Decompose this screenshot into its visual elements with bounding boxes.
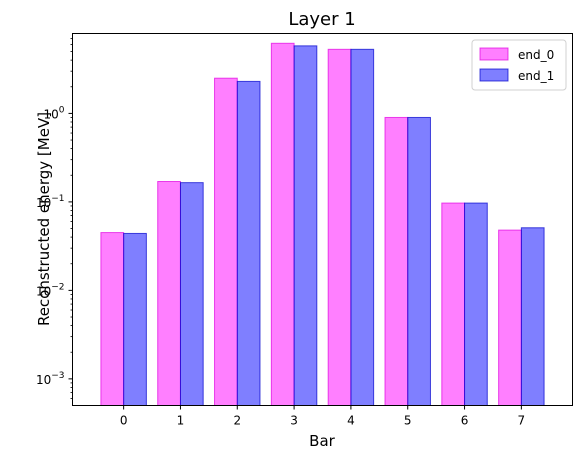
x-tick-label-5: 5 [404, 414, 412, 428]
bars-group [100, 42, 545, 407]
x-tick-label-0: 0 [120, 414, 128, 428]
plot-frame [72, 33, 573, 406]
bar-end_0-1 [157, 181, 181, 406]
y-tick-label-−3: 10−3 [36, 371, 65, 387]
legend: end_0 end_1 [471, 39, 567, 91]
bar-end_0-0 [100, 232, 125, 406]
x-tick-label-2: 2 [233, 414, 241, 428]
x-tick-label-6: 6 [461, 414, 469, 428]
bar-end_1-0 [123, 232, 147, 406]
bar-end_0-3 [270, 42, 295, 406]
x-tick-label-1: 1 [177, 414, 185, 428]
x-axis-label: Bar [309, 432, 335, 450]
bar-end_1-4 [350, 48, 375, 407]
bar-end_1-3 [293, 45, 318, 406]
bar-end_1-6 [464, 202, 488, 406]
y-tick-label-−2: 10−2 [36, 282, 65, 298]
y-tick-label-0: 100 [43, 105, 64, 121]
bar-end_1-1 [179, 182, 204, 406]
legend-label-end_0: end_0 [518, 48, 554, 62]
bar-end_1-7 [520, 227, 545, 406]
bar-end_0-7 [498, 229, 522, 406]
y-tick-label-−1: 10−1 [36, 194, 65, 210]
legend-swatch-end_0 [479, 47, 509, 61]
bar-end_0-4 [327, 48, 352, 407]
x-tick-label-7: 7 [518, 414, 526, 428]
bar-end_1-5 [407, 116, 431, 407]
x-tick-label-3: 3 [290, 414, 298, 428]
chart-title: Layer 1 [288, 9, 355, 30]
x-tick-label-4: 4 [347, 414, 355, 428]
bar-end_1-2 [236, 80, 261, 407]
legend-label-end_1: end_1 [518, 69, 554, 83]
legend-swatch-end_1 [479, 68, 509, 82]
bar-end_0-6 [441, 202, 466, 406]
bar-end_0-5 [384, 116, 409, 407]
y-axis-label: Reconstructed energy [MeV] [35, 112, 53, 326]
ticks-group: 0 1 2 3 4 5 6 7 10−3 10−2 10−1 100 [36, 38, 526, 428]
bar-end_0-2 [214, 77, 238, 407]
